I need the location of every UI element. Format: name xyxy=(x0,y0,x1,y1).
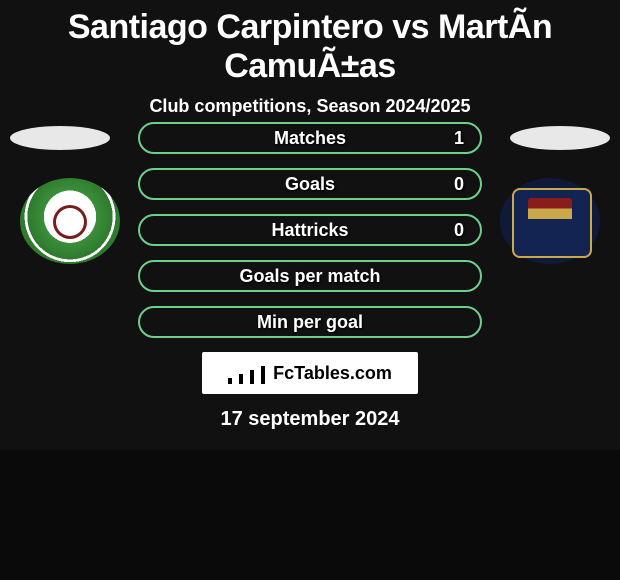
stats-card: Santiago Carpintero vs MartÃn CamuÃ±as C… xyxy=(0,0,620,450)
club-badge-right xyxy=(500,178,600,264)
stat-bar-goals-per-match: Goals per match xyxy=(138,260,482,292)
bar-chart-icon-bar xyxy=(228,378,232,384)
stat-label: Goals per match xyxy=(239,266,380,287)
page-title: Santiago Carpintero vs MartÃn CamuÃ±as xyxy=(0,8,620,86)
stat-right-value: 0 xyxy=(454,174,464,195)
stat-label: Goals xyxy=(285,174,335,195)
flag-left-placeholder xyxy=(10,126,110,150)
flag-right-placeholder xyxy=(510,126,610,150)
footer-brand-text: FcTables.com xyxy=(273,363,392,384)
bar-chart-icon-bar xyxy=(239,374,243,384)
stat-bar-goals: Goals 0 xyxy=(138,168,482,200)
report-date: 17 september 2024 xyxy=(138,408,482,431)
bar-chart-icon-bar xyxy=(250,370,254,384)
stat-right-value: 1 xyxy=(454,128,464,149)
footer-brand: FcTables.com xyxy=(202,352,418,394)
stat-label: Min per goal xyxy=(257,312,363,333)
stat-bar-min-per-goal: Min per goal xyxy=(138,306,482,338)
bar-chart-icon-bar xyxy=(261,366,265,384)
stats-bars: Matches 1 Goals 0 Hattricks 0 Goals per … xyxy=(138,122,482,431)
bar-chart-icon xyxy=(228,363,267,384)
stat-label: Hattricks xyxy=(271,220,348,241)
page-subtitle: Club competitions, Season 2024/2025 xyxy=(0,96,620,117)
empty-region xyxy=(0,450,620,580)
stat-right-value: 0 xyxy=(454,220,464,241)
club-badge-left xyxy=(20,178,120,264)
stat-label: Matches xyxy=(274,128,346,149)
stat-bar-hattricks: Hattricks 0 xyxy=(138,214,482,246)
stat-bar-matches: Matches 1 xyxy=(138,122,482,154)
